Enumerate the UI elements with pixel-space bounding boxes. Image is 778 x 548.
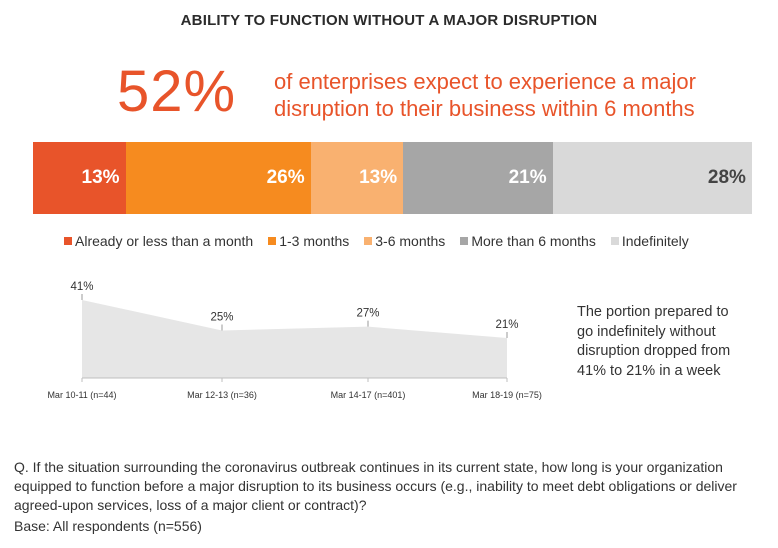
trend-area [82,300,507,378]
headline-text: of enterprises expect to experience a ma… [274,69,696,121]
bar-segment-label: 13% [81,167,120,188]
legend-item: 1-3 months [268,233,349,249]
bar-segment-label: 13% [359,167,398,188]
legend-label: Indefinitely [621,233,689,249]
trend-category-label: Mar 12-13 (n=36) [187,390,257,400]
legend-label: 1-3 months [279,233,350,249]
bar-segment-label: 21% [508,167,547,188]
trend-category-label: Mar 14-17 (n=401) [331,390,406,400]
bar-segment-5: 28% [552,142,752,214]
trend-value-label: 41% [70,281,93,293]
legend-swatch [268,237,277,245]
legend-label: Already or less than a month [75,233,254,249]
legend-item: Already or less than a month [64,233,253,249]
legend-swatch [460,237,469,245]
trend-area-chart: 41% Mar 10-11 (n=44) 25% Mar 12-13 (n=36) 27… [47,281,542,400]
trend-value-label: 27% [356,308,379,320]
trend-value-label: 25% [210,311,233,323]
legend: Already or less than a month 1-3 months 3-… [64,233,704,249]
bar-segment-4: 21% [403,142,553,214]
chart-title: ABILITY TO FUNCTION WITHOUT A MAJOR DISR… [180,12,598,29]
base-note: Base: All respondents (n=556) [14,518,202,534]
trend-value-label: 21% [495,319,518,331]
headline-percent: 52% [117,59,237,124]
bar-segment-label: 26% [266,167,305,188]
trend-annotation: The portion prepared to go indefinitely … [577,304,731,379]
legend-swatch [364,237,373,245]
legend-item: 3-6 months [364,233,445,249]
bar-segment-3: 13% [310,142,404,214]
trend-category-label: Mar 18-19 (n=75) [472,390,542,400]
legend-item: More than 6 months [460,233,596,249]
bar-segment-2: 26% [125,142,311,214]
bar-segment-label: 28% [707,167,746,188]
stacked-bar-chart: 13% 26% 13% 21% 28% [33,142,752,214]
survey-question: Q. If the situation surrounding the coro… [14,459,737,513]
legend-label: More than 6 months [471,233,596,249]
bar-segment-1: 13% [33,142,126,214]
legend-item: Indefinitely [610,233,689,249]
legend-swatch [64,237,72,245]
legend-swatch [610,237,619,245]
legend-label: 3-6 months [375,233,446,249]
trend-category-label: Mar 10-11 (n=44) [47,390,116,400]
